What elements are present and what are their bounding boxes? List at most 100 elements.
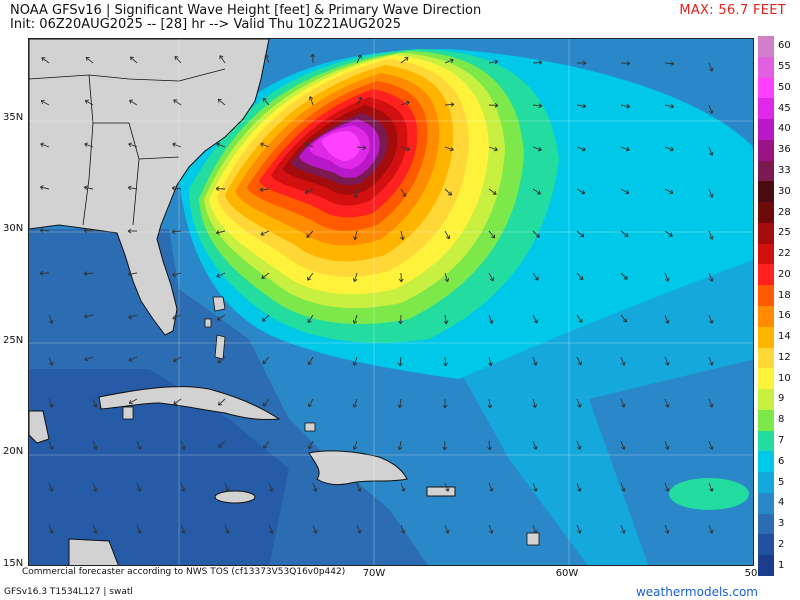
wave-direction-arrow [218,440,226,448]
colorbar-label: 5 [778,476,785,488]
wave-direction-arrow [708,356,714,366]
wave-direction-arrow [127,228,138,234]
wave-direction-arrow [400,56,409,64]
colorbar-segment [758,243,774,265]
colorbar-segment [758,202,774,224]
wave-direction-arrow [488,524,494,534]
wave-direction-arrow [306,230,314,238]
wave-direction-arrow [171,229,182,234]
colorbar-segment [758,430,774,452]
wave-direction-arrow [217,398,226,406]
wave-direction-arrow [92,440,98,450]
wave-direction-arrow [444,272,450,282]
colorbar-segment [758,181,774,203]
site-link[interactable]: weathermodels.com [635,585,758,599]
wave-direction-arrow [708,230,714,240]
wave-direction-arrow [83,314,94,319]
colorbar-label: 9 [778,393,785,405]
wave-direction-arrow [352,314,358,324]
wave-direction-arrow [752,273,753,275]
wave-direction-arrow [620,356,626,366]
wave-direction-arrow [397,356,403,367]
wave-direction-arrow [532,272,539,281]
colorbar-label: 40 [778,123,791,135]
wave-direction-arrow [576,440,582,450]
wave-direction-arrow [576,314,583,323]
wave-direction-arrow [85,56,94,64]
colorbar-segment [758,119,774,141]
wave-direction-arrow [664,314,670,324]
wave-direction-arrow [488,272,495,282]
wave-direction-arrow [216,142,226,148]
wave-direction-arrow [620,440,626,450]
lon-label-60w: 60W [555,568,579,579]
wave-direction-arrow [84,356,94,362]
wave-direction-arrow [48,314,54,324]
wave-direction-arrow [83,271,94,276]
wave-direction-arrow [259,187,270,193]
wave-direction-arrow [664,272,670,282]
wave-direction-arrow [752,315,753,317]
wave-direction-arrow [307,356,314,366]
wave-direction-arrow [48,440,54,450]
lon-label-70w: 70W [362,568,386,579]
wave-direction-arrow [664,146,674,152]
wave-direction-arrow [312,524,318,534]
wave-direction-arrow [217,98,226,106]
wave-direction-arrow [264,54,270,64]
wave-direction-arrow [307,314,314,323]
wave-direction-arrow [576,356,582,366]
state-borders [29,68,226,226]
wave-direction-arrow [180,524,186,534]
wave-direction-arrow [444,188,453,196]
wave-direction-arrow [532,314,538,324]
wave-direction-arrow [308,440,314,450]
wave-direction-arrow [356,482,362,492]
wave-direction-arrow [400,146,410,152]
wave-direction-arrow [752,231,753,233]
wave-direction-arrow [488,188,497,195]
wave-direction-arrow [708,482,714,492]
wave-direction-arrow [444,524,450,534]
max-value-label: MAX: 56.7 FEET [679,3,786,18]
wave-direction-arrow [620,482,626,492]
wave-direction-arrow [83,185,94,191]
colorbar-segment [758,451,774,473]
wave-direction-arrow [442,440,448,451]
wave-direction-arrow [576,398,582,408]
wave-direction-arrow [398,272,404,283]
wave-direction-arrow [260,142,270,148]
wave-direction-arrow [215,230,226,235]
wave-direction-arrow [353,230,358,241]
wave-direction-arrow [174,55,182,64]
guadeloupe-land [526,532,540,546]
wave-direction-arrow [128,398,138,405]
wave-direction-arrow [752,63,753,65]
wave-height-map [28,38,754,566]
colorbar-segment [758,264,774,286]
colorbar-label: 30 [778,185,791,197]
puerto-rico-land [426,486,456,497]
wave-direction-arrow [180,440,186,450]
wave-direction-arrow [260,230,270,236]
wave-direction-arrow [172,272,182,277]
lat-label-15n: 15N [3,558,24,569]
wave-direction-arrow [752,483,753,485]
wave-direction-arrow [708,440,714,450]
wave-direction-arrow [268,524,274,534]
wave-direction-arrow [487,440,492,451]
wave-direction-arrow [576,60,587,66]
wave-direction-arrow [172,314,182,320]
wave-direction-arrow [532,482,538,492]
wave-direction-arrow [39,185,50,190]
wave-direction-arrow [129,56,138,64]
colorbar-segment [758,368,774,390]
wave-direction-arrow [352,356,358,366]
wave-direction-arrow [136,524,142,534]
wave-direction-arrow [397,440,403,451]
wave-direction-arrow [310,53,316,64]
wave-direction-arrow [39,228,50,233]
wave-direction-arrow [40,142,50,148]
wave-direction-arrow [127,271,138,277]
colorbar-segment [758,409,774,432]
